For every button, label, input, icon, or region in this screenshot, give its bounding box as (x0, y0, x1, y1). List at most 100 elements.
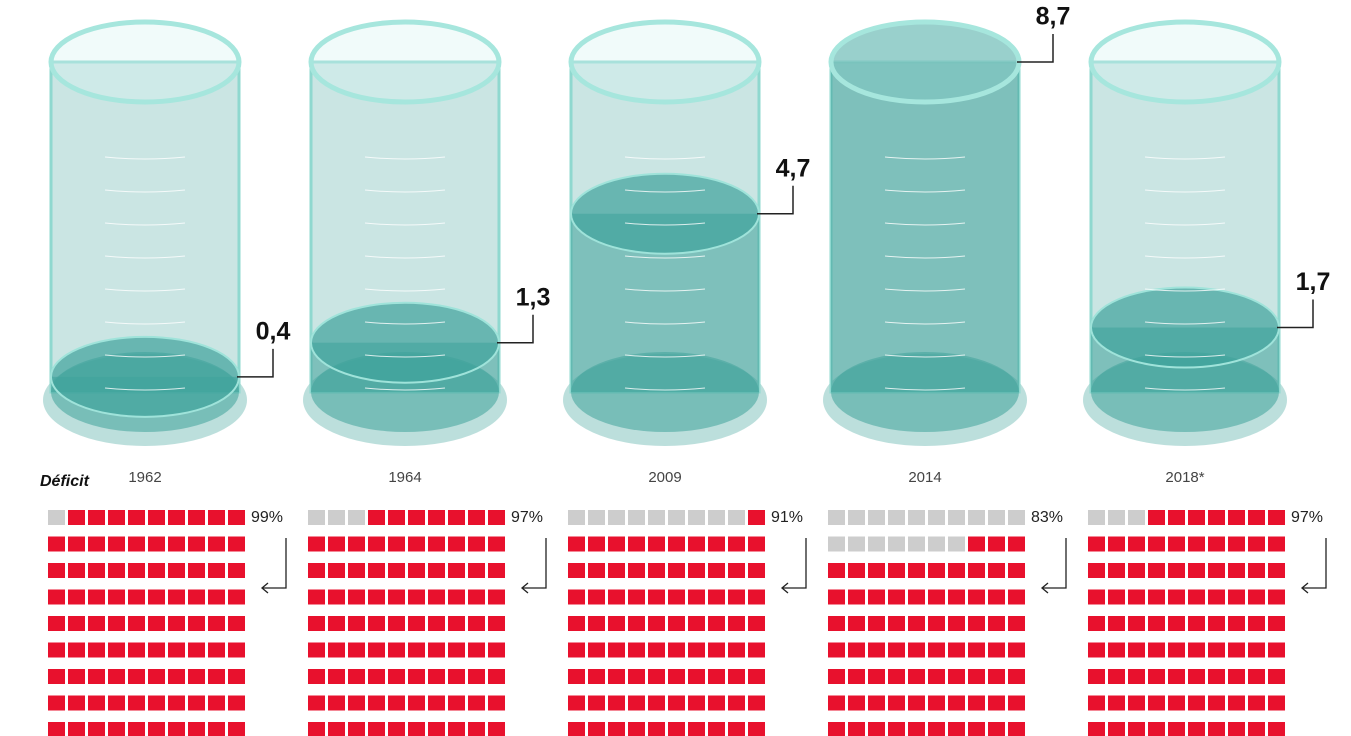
waffle-cell (1128, 536, 1145, 552)
waffle-cell (1128, 589, 1145, 605)
waffle-cell (228, 642, 245, 658)
waffle-cell (128, 510, 145, 525)
waffle-cell (368, 616, 385, 631)
waffle-cell (68, 536, 85, 552)
waffle-cell (1088, 563, 1105, 578)
waffle-cell (168, 616, 185, 631)
waffle-cell (1208, 510, 1225, 525)
waffle-cell (928, 695, 945, 711)
waffle-cell (968, 589, 985, 605)
waffle-cell (688, 695, 705, 711)
waffle-cell (388, 510, 405, 525)
waffle-cell (868, 669, 885, 684)
waffle-cell (328, 722, 345, 736)
connector (497, 314, 534, 344)
waffle-cell (988, 589, 1005, 605)
arrow (262, 538, 287, 589)
waffle-cell (588, 695, 605, 711)
waffle-cell (1148, 589, 1165, 605)
waffle-cell (748, 510, 765, 525)
waffle-cell (368, 510, 385, 525)
waffle-cell (648, 642, 665, 658)
waffle-cell (608, 589, 625, 605)
waffle-cell (368, 695, 385, 711)
waffle-cell (888, 563, 905, 578)
scale-mark (364, 156, 446, 160)
waffle-cell (1188, 510, 1205, 525)
waffle-cell (328, 695, 345, 711)
arrow-head (780, 582, 789, 594)
waffle (308, 510, 505, 736)
waffle-cell (668, 589, 685, 605)
waffle (1088, 510, 1285, 736)
waffle-cell (1128, 563, 1145, 578)
waffle-cell (128, 563, 145, 578)
waffle-cell (668, 669, 685, 684)
waffle-cell (988, 695, 1005, 711)
cylinder-rim (1088, 19, 1282, 105)
scale-mark (104, 387, 186, 391)
waffle-cell (468, 510, 485, 525)
waffle-cell (468, 642, 485, 658)
waffle-cell (48, 563, 65, 578)
waffle-cell (668, 510, 685, 525)
waffle-cell (308, 563, 325, 578)
waffle-cell (668, 616, 685, 631)
waffle-cell (1108, 695, 1125, 711)
waffle-cell (1248, 563, 1265, 578)
waffle-cell (948, 536, 965, 552)
waffle-cell (968, 695, 985, 711)
waffle-cell (308, 510, 325, 525)
waffle-cell (1008, 722, 1025, 736)
waffle-cell (748, 536, 765, 552)
waffle-cell (88, 722, 105, 736)
arrow (1302, 538, 1327, 589)
waffle-cell (1088, 669, 1105, 684)
cylinder-rim (828, 19, 1022, 105)
waffle-cell (848, 722, 865, 736)
waffle-cell (448, 642, 465, 658)
waffle-cell (1188, 695, 1205, 711)
waffle-cell (188, 669, 205, 684)
waffle-cell (1088, 589, 1105, 605)
waffle-cell (688, 642, 705, 658)
waffle-cell (348, 642, 365, 658)
scale-mark (624, 288, 706, 292)
waffle-cell (1008, 510, 1025, 525)
waffle-cell (348, 589, 365, 605)
waffle-cell (148, 510, 165, 525)
waffle-cell (848, 616, 865, 631)
waffle-cell (828, 669, 845, 684)
waffle-cell (728, 510, 745, 525)
liquid-bottom (1091, 352, 1279, 432)
waffle-cell (128, 616, 145, 631)
waffle-cell (928, 616, 945, 631)
year-label: 2014 (908, 469, 941, 486)
waffle-cell (448, 563, 465, 578)
waffle-cell (368, 563, 385, 578)
deficit-value: 97% (1291, 509, 1323, 526)
waffle-cell (408, 589, 425, 605)
waffle-cell (628, 536, 645, 552)
waffle-cell (148, 563, 165, 578)
waffle-cell (128, 536, 145, 552)
waffle-cell (108, 642, 125, 658)
waffle-cell (828, 536, 845, 552)
waffle-cell (228, 616, 245, 631)
waffle-cell (1008, 695, 1025, 711)
waffle-cell (1108, 510, 1125, 525)
waffle-cell (848, 510, 865, 525)
waffle-cell (588, 642, 605, 658)
waffle-cell (348, 695, 365, 711)
waffle-cell (108, 722, 125, 736)
connector (237, 348, 274, 378)
waffle-cell (208, 669, 225, 684)
waffle-cell (48, 616, 65, 631)
waffle-cell (1108, 616, 1125, 631)
waffle-cell (928, 669, 945, 684)
waffle-cell (1188, 642, 1205, 658)
waffle-cell (708, 616, 725, 631)
value-label: 0,4 (256, 317, 291, 345)
waffle-cell (488, 589, 505, 605)
waffle-cell (1268, 722, 1285, 736)
